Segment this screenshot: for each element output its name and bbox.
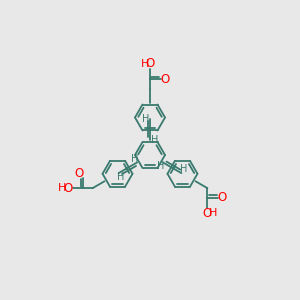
Text: O: O bbox=[203, 207, 212, 220]
Text: H: H bbox=[58, 183, 66, 193]
Text: H: H bbox=[131, 154, 139, 164]
Text: O: O bbox=[146, 57, 154, 70]
Text: O: O bbox=[74, 167, 83, 180]
Text: O: O bbox=[160, 73, 169, 86]
Text: H: H bbox=[180, 164, 187, 174]
Text: H: H bbox=[117, 172, 124, 182]
Text: H: H bbox=[157, 161, 164, 171]
Text: H: H bbox=[142, 114, 149, 124]
Text: H: H bbox=[141, 59, 150, 69]
Text: O: O bbox=[218, 191, 227, 204]
Text: H: H bbox=[209, 208, 217, 218]
Text: H: H bbox=[151, 135, 158, 145]
Text: O: O bbox=[63, 182, 72, 195]
